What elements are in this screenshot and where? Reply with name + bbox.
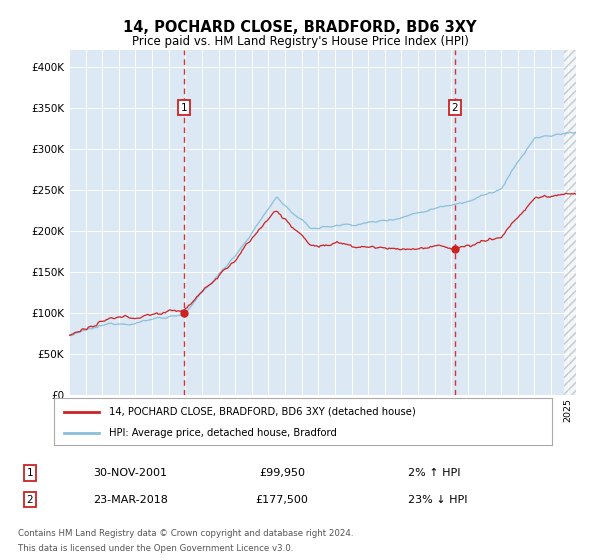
Text: 2: 2	[26, 494, 34, 505]
Text: Price paid vs. HM Land Registry's House Price Index (HPI): Price paid vs. HM Land Registry's House …	[131, 35, 469, 48]
Text: 23% ↓ HPI: 23% ↓ HPI	[408, 494, 467, 505]
Text: 14, POCHARD CLOSE, BRADFORD, BD6 3XY (detached house): 14, POCHARD CLOSE, BRADFORD, BD6 3XY (de…	[109, 407, 416, 417]
Text: 14, POCHARD CLOSE, BRADFORD, BD6 3XY: 14, POCHARD CLOSE, BRADFORD, BD6 3XY	[123, 20, 477, 35]
Text: 1: 1	[26, 468, 34, 478]
Text: 2: 2	[452, 103, 458, 113]
Polygon shape	[565, 50, 576, 395]
Text: 23-MAR-2018: 23-MAR-2018	[93, 494, 168, 505]
Text: £177,500: £177,500	[256, 494, 308, 505]
Text: 30-NOV-2001: 30-NOV-2001	[93, 468, 167, 478]
Text: HPI: Average price, detached house, Bradford: HPI: Average price, detached house, Brad…	[109, 428, 337, 438]
Text: Contains HM Land Registry data © Crown copyright and database right 2024.: Contains HM Land Registry data © Crown c…	[18, 529, 353, 538]
Text: This data is licensed under the Open Government Licence v3.0.: This data is licensed under the Open Gov…	[18, 544, 293, 553]
Text: 2% ↑ HPI: 2% ↑ HPI	[408, 468, 461, 478]
Text: £99,950: £99,950	[259, 468, 305, 478]
Text: 1: 1	[181, 103, 187, 113]
